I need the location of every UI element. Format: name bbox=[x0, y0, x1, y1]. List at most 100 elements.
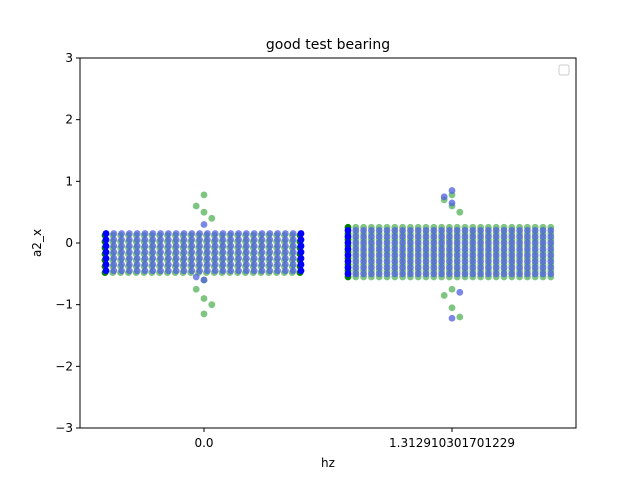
data-point bbox=[274, 230, 281, 237]
data-point bbox=[180, 248, 188, 256]
data-point bbox=[446, 233, 453, 241]
data-point bbox=[461, 233, 469, 241]
data-point bbox=[235, 254, 243, 262]
data-point bbox=[547, 264, 555, 272]
data-point bbox=[266, 261, 274, 268]
data-point bbox=[477, 245, 484, 253]
data-point bbox=[500, 264, 508, 272]
data-point bbox=[531, 258, 539, 265]
data-point bbox=[297, 242, 305, 250]
data-point bbox=[500, 233, 508, 241]
data-point bbox=[297, 248, 305, 256]
data-point bbox=[422, 270, 430, 278]
data-point bbox=[461, 270, 469, 278]
data-point bbox=[539, 245, 547, 253]
data-point bbox=[391, 270, 399, 278]
data-point bbox=[453, 239, 461, 247]
data-point bbox=[524, 264, 531, 272]
data-point bbox=[250, 267, 258, 275]
chart-title: good test bearing bbox=[266, 37, 390, 53]
data-point bbox=[274, 248, 281, 256]
data-point bbox=[399, 251, 406, 259]
data-point bbox=[188, 230, 196, 237]
data-point bbox=[250, 236, 258, 244]
data-point bbox=[165, 236, 172, 244]
data-point bbox=[250, 254, 258, 262]
data-point bbox=[133, 242, 141, 250]
data-point bbox=[492, 251, 500, 259]
data-point bbox=[235, 242, 243, 250]
data-point bbox=[219, 254, 227, 262]
data-point bbox=[461, 227, 469, 234]
data-point bbox=[399, 245, 406, 253]
data-point bbox=[196, 230, 204, 237]
data-point bbox=[250, 261, 258, 268]
data-point bbox=[200, 208, 208, 216]
data-point bbox=[196, 242, 204, 250]
data-point bbox=[516, 245, 523, 253]
data-point bbox=[461, 264, 469, 272]
data-point bbox=[149, 254, 157, 262]
data-point bbox=[149, 236, 157, 244]
y-tick-label: −3 bbox=[55, 421, 73, 435]
data-point bbox=[282, 230, 289, 237]
data-point bbox=[391, 227, 399, 234]
data-point bbox=[133, 254, 141, 262]
data-point bbox=[547, 239, 555, 247]
data-point bbox=[524, 258, 531, 265]
data-point bbox=[485, 251, 492, 259]
data-point bbox=[453, 233, 461, 241]
data-point bbox=[414, 270, 422, 278]
data-point bbox=[204, 230, 211, 237]
data-point bbox=[414, 258, 422, 265]
data-point bbox=[368, 233, 375, 241]
data-point bbox=[531, 239, 539, 247]
data-point bbox=[438, 245, 445, 253]
data-point bbox=[477, 264, 484, 272]
data-point bbox=[422, 239, 430, 247]
data-point bbox=[235, 230, 243, 237]
data-point bbox=[360, 264, 367, 272]
data-point bbox=[448, 187, 456, 194]
data-point bbox=[485, 227, 492, 234]
x-tick-label: 1.312910301701229 bbox=[389, 436, 515, 450]
data-point bbox=[477, 251, 484, 259]
data-point bbox=[157, 242, 165, 250]
data-point bbox=[453, 251, 461, 259]
data-point bbox=[485, 270, 492, 278]
data-point bbox=[375, 227, 383, 234]
data-point bbox=[118, 267, 125, 275]
data-point bbox=[422, 233, 430, 241]
data-point bbox=[200, 310, 208, 318]
legend-box bbox=[558, 64, 570, 76]
data-point bbox=[165, 242, 172, 250]
data-point bbox=[250, 230, 258, 237]
data-point bbox=[188, 254, 196, 262]
data-point bbox=[118, 236, 125, 244]
data-point bbox=[196, 267, 204, 275]
data-point bbox=[227, 248, 235, 256]
y-axis-label: a2_x bbox=[30, 229, 44, 257]
data-point bbox=[456, 208, 464, 216]
data-point bbox=[508, 233, 516, 241]
data-point bbox=[508, 245, 516, 253]
data-point bbox=[188, 236, 196, 244]
data-point bbox=[266, 254, 274, 262]
data-point bbox=[492, 245, 500, 253]
data-point bbox=[485, 264, 492, 272]
data-point bbox=[157, 236, 165, 244]
data-point bbox=[446, 239, 453, 247]
data-point bbox=[547, 258, 555, 265]
data-point bbox=[422, 251, 430, 259]
data-point bbox=[438, 251, 445, 259]
data-point bbox=[446, 264, 453, 272]
data-point bbox=[407, 264, 414, 272]
data-point bbox=[461, 251, 469, 259]
data-point bbox=[211, 267, 219, 275]
data-point bbox=[383, 251, 391, 259]
data-point bbox=[165, 267, 172, 275]
data-point bbox=[344, 270, 352, 278]
data-point bbox=[200, 191, 208, 199]
data-point bbox=[352, 251, 360, 259]
data-point bbox=[539, 239, 547, 247]
